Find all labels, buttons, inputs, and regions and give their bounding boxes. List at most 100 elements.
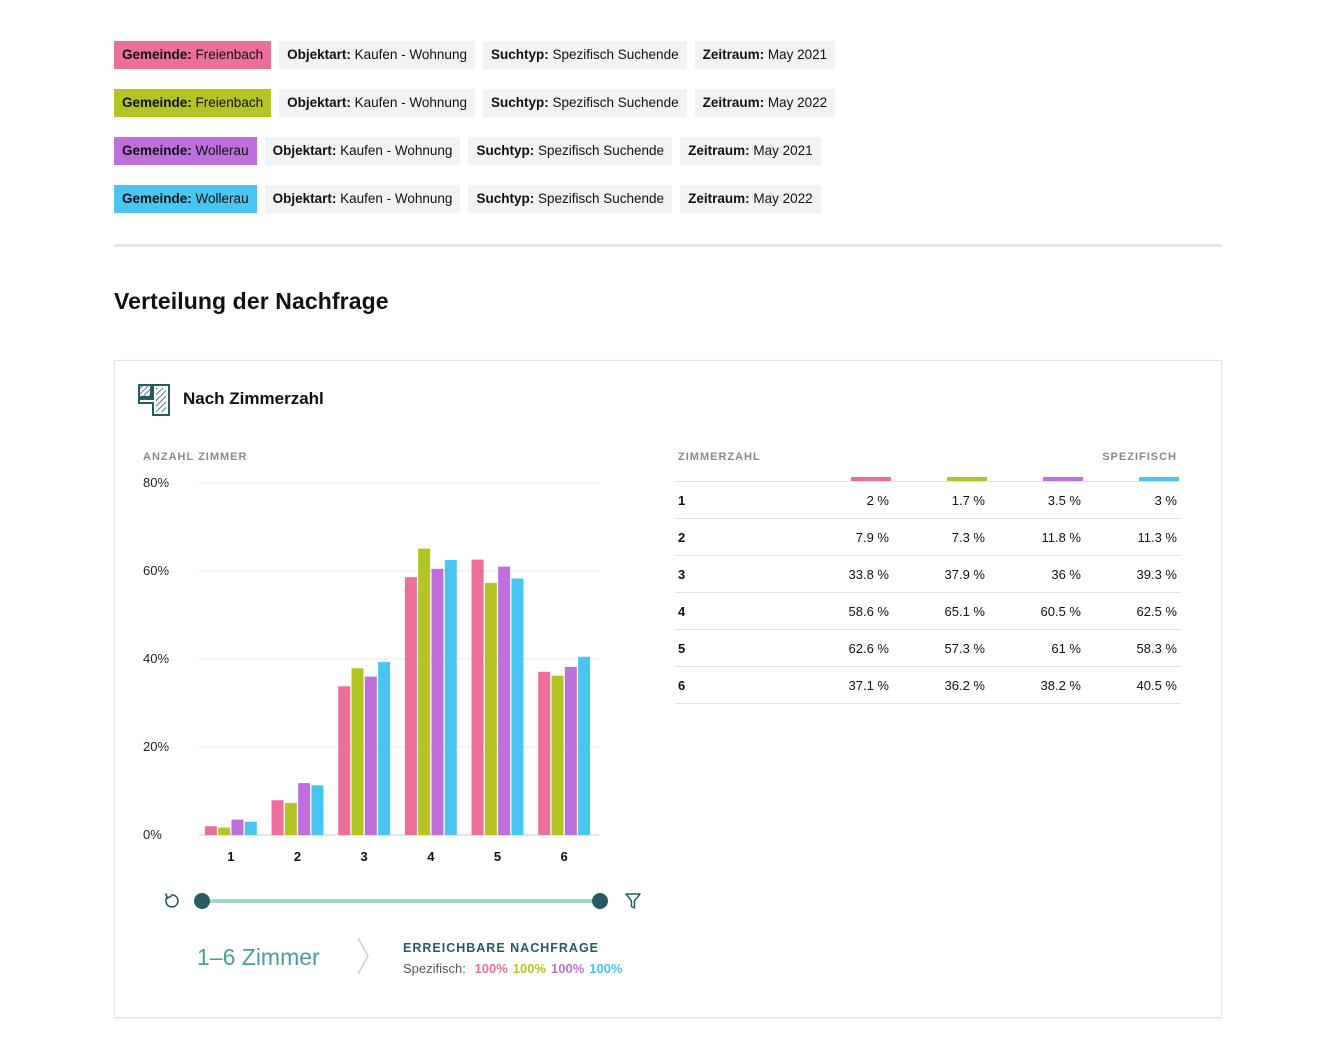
table-cell: 37.9 %: [944, 567, 985, 582]
filter-icon[interactable]: [623, 891, 643, 911]
x-tick-label: 4: [427, 849, 435, 864]
chevron-right-icon: [357, 937, 369, 975]
bar: [511, 578, 524, 835]
slider-track[interactable]: [202, 899, 600, 903]
bar: [471, 559, 484, 835]
row-label: 6: [678, 678, 686, 693]
filter-value: Kaufen - Wohnung: [354, 95, 467, 110]
filter-key: Suchtyp:: [476, 191, 535, 206]
filter-key: Suchtyp:: [476, 143, 535, 158]
filter-chip: Suchtyp: Spezifisch Suchende: [482, 41, 687, 69]
reset-icon[interactable]: [161, 891, 181, 911]
room-range-slider[interactable]: [161, 889, 645, 913]
filter-key: Zeitraum:: [688, 191, 750, 206]
filter-chip-municipality: Gemeinde: Freienbach: [114, 41, 272, 69]
filter-value: May 2021: [767, 47, 828, 62]
bar: [338, 686, 351, 835]
filter-chip-municipality: Gemeinde: Freienbach: [114, 89, 272, 117]
y-tick-label: 20%: [143, 739, 169, 754]
filter-row: Gemeinde: Freienbach Objektart: Kaufen - …: [114, 89, 836, 117]
row-label: 5: [678, 641, 686, 656]
table-cell: 38.2 %: [1040, 678, 1081, 693]
filter-chip: Objektart: Kaufen - Wohnung: [264, 137, 461, 165]
table-cell: 65.1 %: [944, 604, 985, 619]
filter-key: Gemeinde:: [122, 95, 192, 110]
filter-value: Kaufen - Wohnung: [354, 47, 467, 62]
reachable-demand-percent: 100%: [512, 961, 546, 976]
table-cell: 3.5 %: [1047, 493, 1081, 508]
reachable-demand-percent: 100%: [474, 961, 508, 976]
bar: [284, 802, 297, 835]
section-title: Verteilung der Nachfrage: [114, 288, 389, 314]
bar: [564, 666, 577, 835]
series-swatch: [947, 477, 987, 481]
table-row: 5 62.6 % 57.3 % 61 % 58.3 %: [675, 630, 1181, 667]
bar: [418, 548, 431, 835]
divider: [114, 244, 1222, 247]
distribution-card: Nach Zimmerzahl ANZAHL ZIMMER 0% 20% 40% 60…: [114, 360, 1222, 1018]
table-cell: 36 %: [1051, 567, 1081, 582]
table-cell: 37.1 %: [848, 678, 889, 693]
table-cell: 39.3 %: [1136, 567, 1177, 582]
filter-value: Spezifisch Suchende: [537, 191, 665, 206]
reachable-demand-percent: 100%: [589, 961, 623, 976]
reachable-demand-values: Spezifisch: 100% 100% 100% 100%: [403, 961, 623, 976]
table-cell: 62.5 %: [1136, 604, 1177, 619]
filter-chip: Zeitraum: May 2021: [680, 137, 821, 165]
table-cell: 62.6 %: [848, 641, 889, 656]
table-cell: 58.3 %: [1136, 641, 1177, 656]
row-label: 3: [678, 567, 686, 582]
filter-chip: Objektart: Kaufen - Wohnung: [279, 89, 475, 117]
slider-handle-min[interactable]: [194, 893, 210, 909]
table-cell: 11.3 %: [1137, 530, 1177, 545]
x-tick-label: 3: [361, 849, 368, 864]
row-label: 4: [678, 604, 686, 619]
filter-chip: Zeitraum: May 2022: [680, 185, 821, 213]
bar: [231, 819, 244, 835]
filter-key: Objektart:: [272, 191, 337, 206]
filter-value: May 2021: [753, 143, 813, 158]
table-cell: 1.7 %: [951, 493, 985, 508]
filter-key: Zeitraum:: [702, 95, 765, 110]
card-title: Nach Zimmerzahl: [183, 389, 324, 408]
table-cell: 7.9 %: [855, 530, 889, 545]
filter-value: Freienbach: [195, 47, 264, 62]
filter-chip: Zeitraum: May 2021: [694, 41, 836, 69]
reachable-demand: ERREICHBARE NACHFRAGE Spezifisch: 100% 10…: [403, 941, 623, 976]
slider-handle-max[interactable]: [592, 893, 608, 909]
filter-chip-municipality: Gemeinde: Wollerau: [114, 185, 257, 213]
x-tick-label: 6: [561, 849, 568, 864]
filter-key: Zeitraum:: [688, 143, 750, 158]
filter-row: Gemeinde: Wollerau Objektart: Kaufen - Wo…: [114, 185, 835, 213]
series-swatch: [1139, 477, 1179, 481]
x-tick-label: 5: [494, 849, 501, 864]
filter-summary: Gemeinde: Freienbach Objektart: Kaufen - …: [114, 41, 836, 233]
filter-value: Spezifisch Suchende: [552, 95, 679, 110]
table-cell: 58.6 %: [848, 604, 889, 619]
filter-chip-municipality: Gemeinde: Wollerau: [114, 137, 257, 165]
table-cell: 40.5 %: [1136, 678, 1177, 693]
row-label: 1: [678, 493, 686, 508]
table-row: 3 33.8 % 37.9 % 36 % 39.3 %: [675, 556, 1181, 593]
reachable-demand-label: Spezifisch:: [403, 961, 466, 976]
reachable-demand-title: ERREICHBARE NACHFRAGE: [403, 941, 600, 955]
bar: [364, 676, 377, 835]
filter-key: Gemeinde:: [122, 143, 192, 158]
x-tick-label: 2: [294, 849, 301, 864]
table-row: 6 37.1 % 36.2 % 38.2 % 40.5 %: [675, 667, 1181, 704]
bar: [444, 560, 457, 835]
bar-chart: 0% 20% 40% 60% 80% 1 2 3 4 5 6: [143, 475, 599, 864]
filter-key: Suchtyp:: [490, 95, 549, 110]
filter-key: Gemeinde:: [122, 191, 192, 206]
table-cell: 33.8 %: [848, 567, 889, 582]
filter-key: Zeitraum:: [702, 47, 765, 62]
column-header-rooms: ZIMMERZAHL: [678, 451, 761, 463]
filter-value: Freienbach: [195, 95, 264, 110]
filter-value: Wollerau: [195, 191, 249, 206]
bar: [244, 821, 257, 835]
table-cell: 60.5 %: [1040, 604, 1081, 619]
filter-value: Spezifisch Suchende: [552, 47, 679, 62]
filter-key: Gemeinde:: [122, 47, 192, 62]
filter-key: Objektart:: [287, 47, 351, 62]
filter-value: May 2022: [767, 95, 828, 110]
